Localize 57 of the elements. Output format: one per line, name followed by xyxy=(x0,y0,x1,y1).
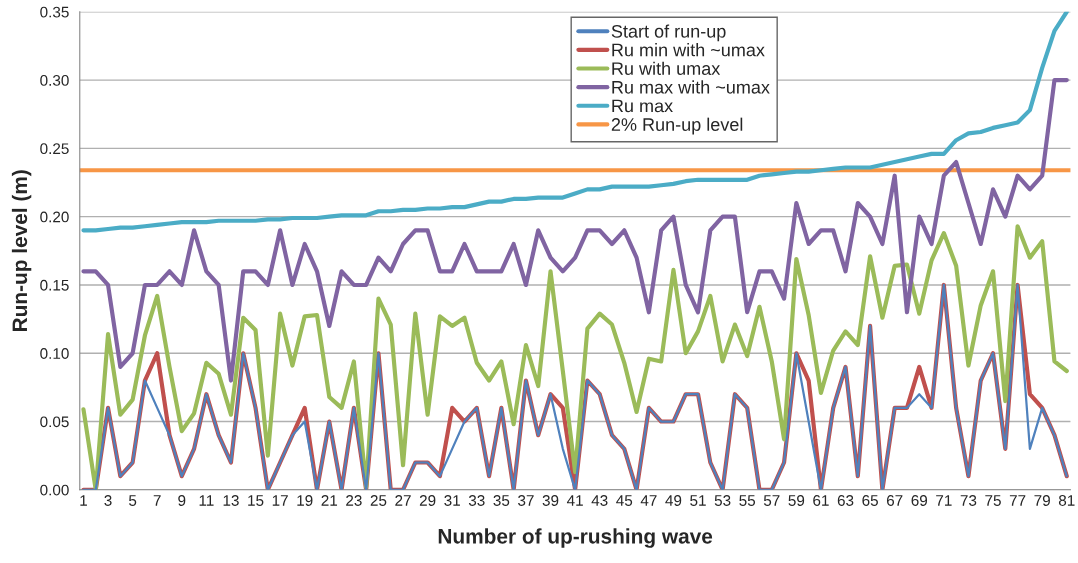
y-tick-label: 0.00 xyxy=(40,484,69,496)
x-axis-title: Number of up-rushing wave xyxy=(438,528,713,548)
x-tick-label: 79 xyxy=(1034,495,1050,506)
x-tick-label: 69 xyxy=(911,495,928,506)
x-tick-label: 1 xyxy=(80,495,87,506)
legend-label: Ru max with ~umax xyxy=(612,80,770,94)
legend-label: Start of run-up xyxy=(611,24,726,42)
x-tick-label: 75 xyxy=(985,495,1001,506)
x-tick-label: 59 xyxy=(788,495,805,506)
x-tick-label: 45 xyxy=(616,495,633,506)
x-tick-label: 29 xyxy=(419,495,436,506)
x-tick-label: 13 xyxy=(223,495,239,506)
x-tick-label: 25 xyxy=(370,495,387,506)
x-tick-label: 55 xyxy=(739,495,756,506)
x-tick-label: 53 xyxy=(714,495,731,506)
x-tick-label: 35 xyxy=(493,495,510,506)
x-tick-label: 7 xyxy=(153,495,161,506)
legend-label: 2% Run-up level xyxy=(611,117,743,135)
x-tick-label: 11 xyxy=(199,495,214,506)
y-tick-label: 0.35 xyxy=(40,6,69,18)
y-tick-label: 0.25 xyxy=(40,143,69,155)
x-tick-label: 37 xyxy=(518,495,534,506)
x-tick-label: 49 xyxy=(665,495,682,506)
x-tick-label: 43 xyxy=(591,495,608,506)
x-tick-label: 63 xyxy=(837,495,854,506)
x-tick-label: 67 xyxy=(886,495,903,506)
x-tick-label: 61 xyxy=(813,495,829,506)
x-tick-label: 3 xyxy=(104,495,112,506)
x-tick-label: 15 xyxy=(248,495,264,506)
y-axis-title: Run-up level (m) xyxy=(11,170,32,332)
y-tick-label: 0.20 xyxy=(40,211,69,223)
legend-label: Ru with umax xyxy=(612,61,721,75)
x-tick-label: 9 xyxy=(178,495,186,506)
legend-label: Ru max xyxy=(612,99,673,113)
x-tick-label: 31 xyxy=(444,495,460,506)
legend-label: Ru min with ~umax xyxy=(612,43,765,57)
x-tick-label: 57 xyxy=(763,495,780,506)
x-tick-label: 5 xyxy=(128,495,137,506)
x-tick-label: 73 xyxy=(960,495,977,506)
x-tick-label: 17 xyxy=(272,495,288,506)
y-tick-label: 0.30 xyxy=(40,74,69,86)
x-tick-label: 23 xyxy=(346,495,362,506)
x-tick-label: 33 xyxy=(468,495,485,506)
x-tick-label: 51 xyxy=(690,495,706,506)
x-tick-label: 71 xyxy=(936,495,952,506)
x-tick-label: 27 xyxy=(395,495,411,506)
x-tick-label: 39 xyxy=(542,495,559,506)
x-tick-label: 41 xyxy=(566,495,583,506)
y-tick-label: 0.05 xyxy=(40,416,69,428)
x-tick-label: 19 xyxy=(297,495,313,506)
x-tick-label: 65 xyxy=(862,495,878,506)
x-tick-label: 77 xyxy=(1009,495,1026,506)
x-tick-label: 47 xyxy=(640,495,657,506)
x-tick-label: 21 xyxy=(321,495,338,506)
x-tick-label: 81 xyxy=(1058,495,1075,506)
y-tick-label: 0.10 xyxy=(40,348,69,359)
y-tick-label: 0.15 xyxy=(40,279,69,291)
